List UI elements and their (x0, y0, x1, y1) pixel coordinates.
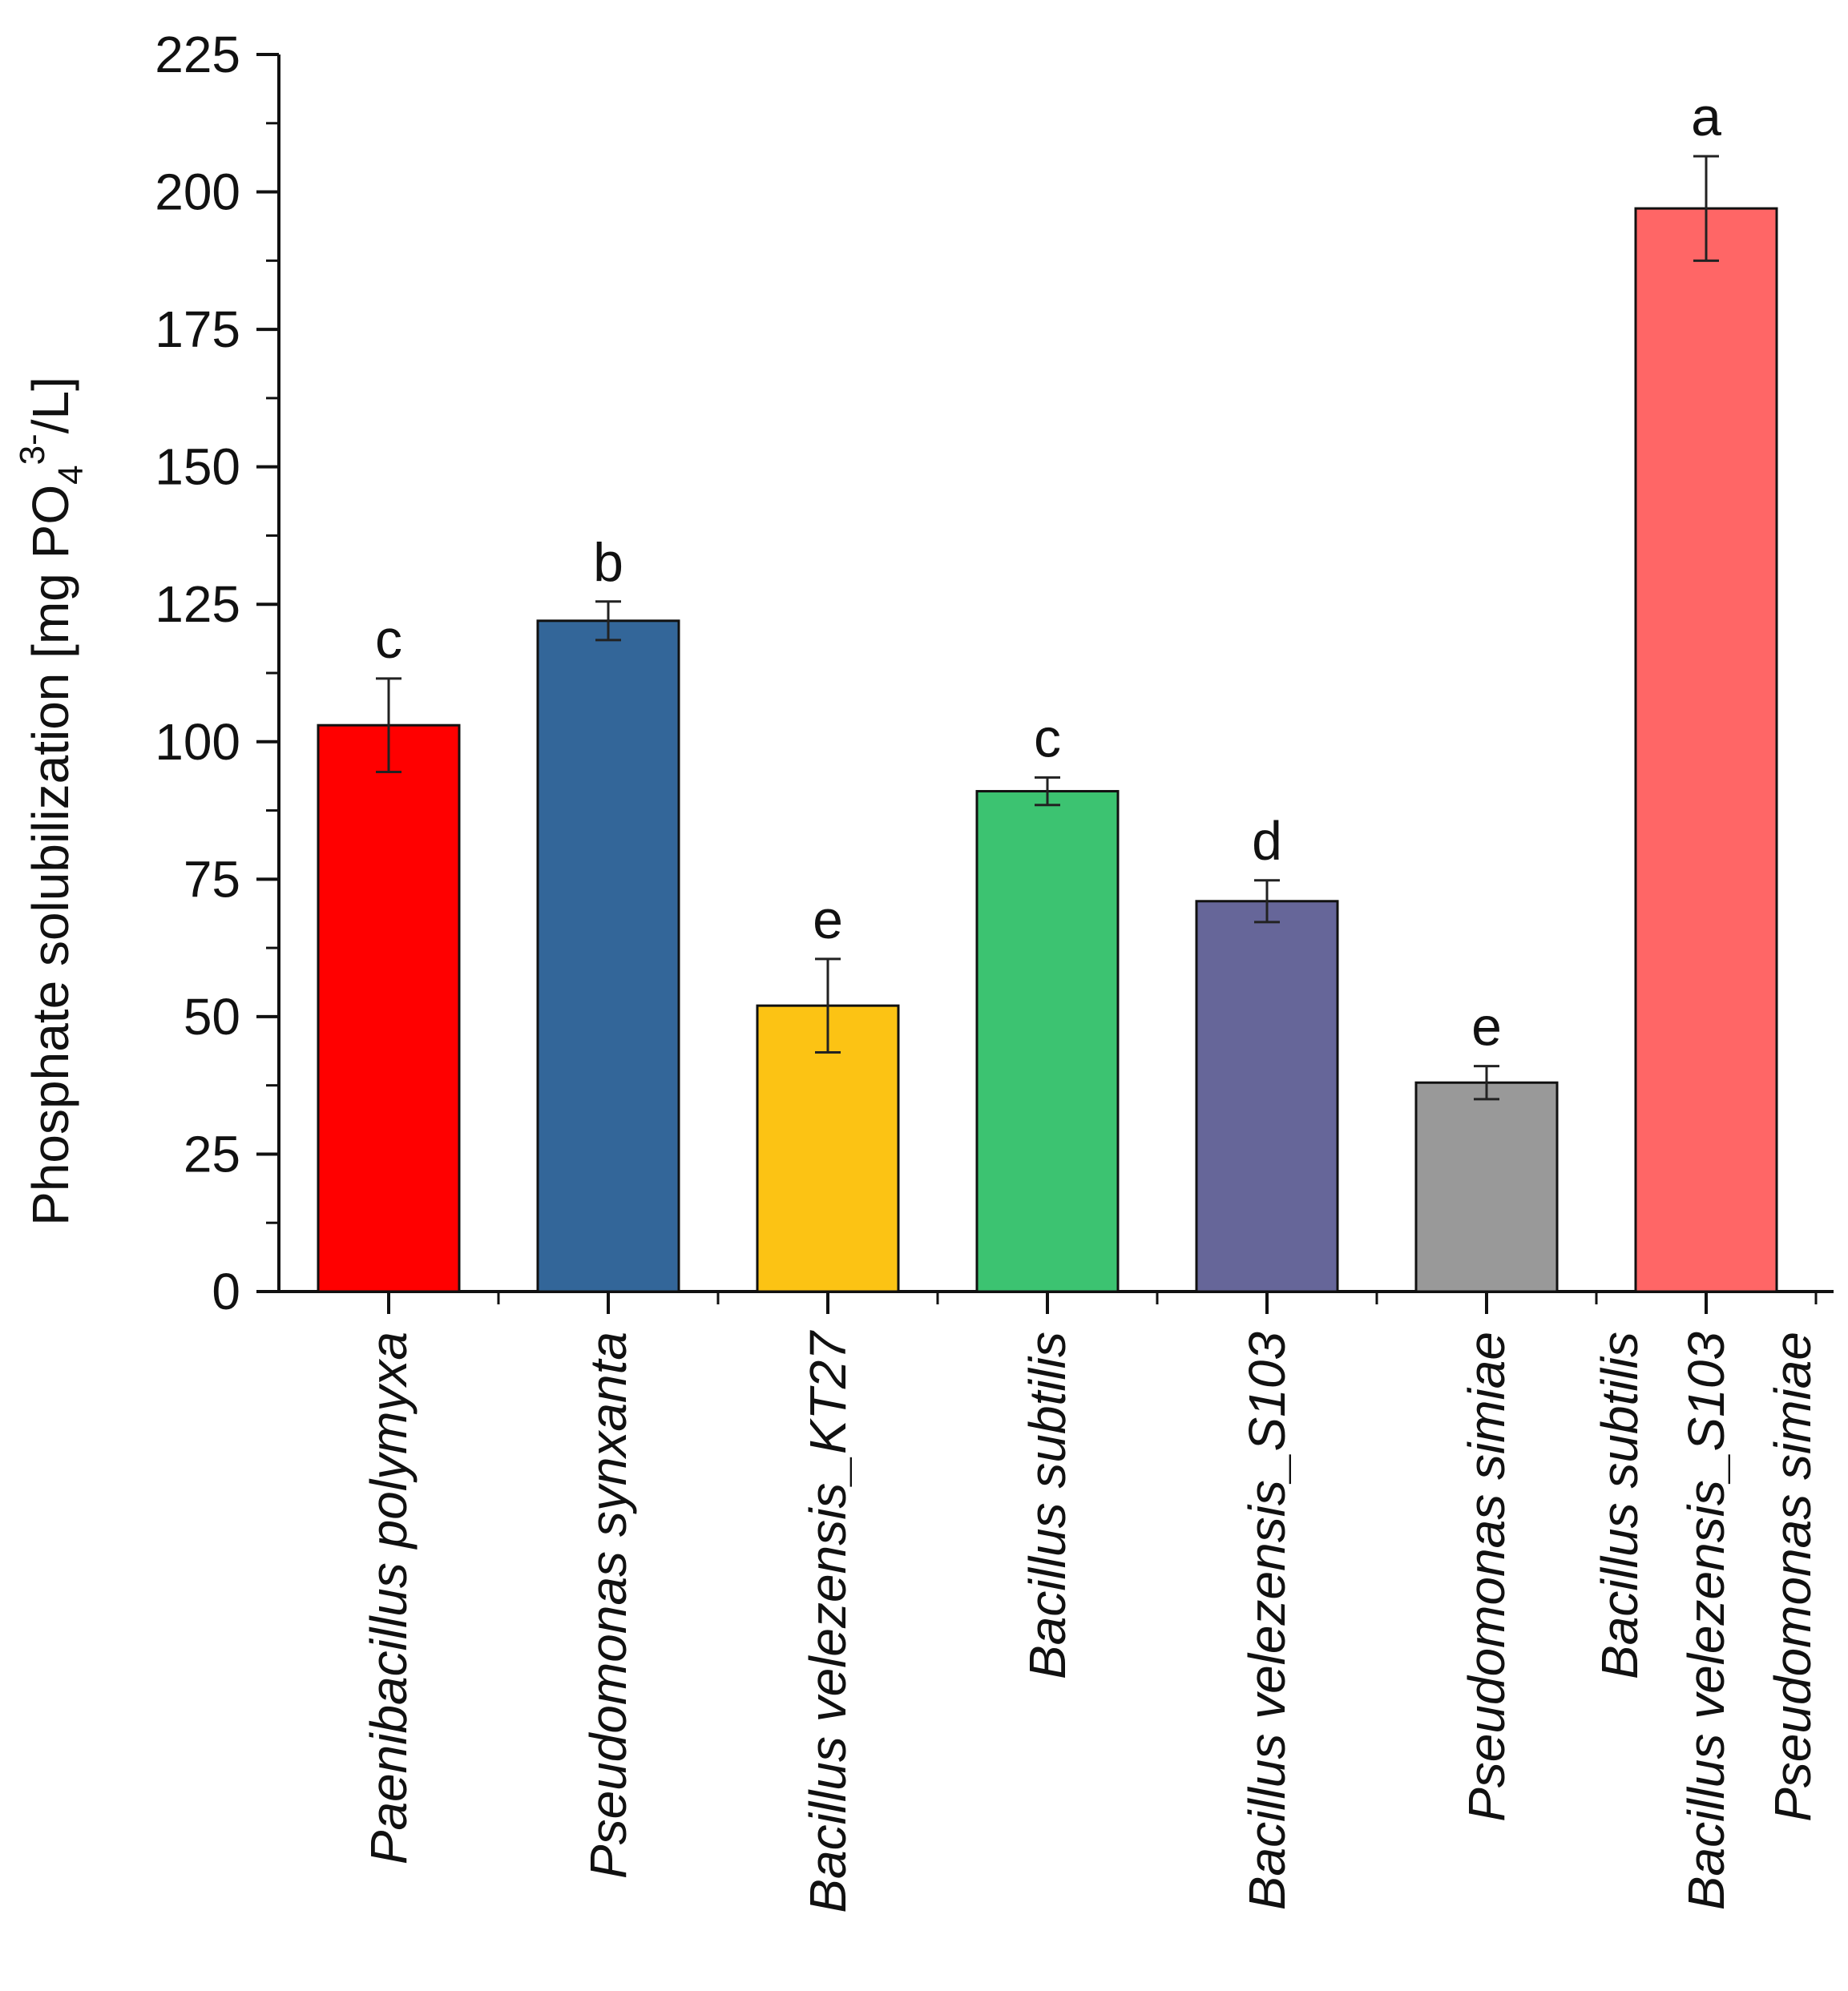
y-axis-title: Phosphate solubilization [mg PO43-/L] (13, 377, 91, 1226)
significance-label: e (1471, 997, 1502, 1058)
x-axis (279, 1290, 1834, 1314)
y-title-main: Phosphate solubilization [mg PO (22, 485, 79, 1226)
y-title-suffix: /L] (22, 377, 79, 433)
y-title-superscript: 3- (13, 433, 52, 465)
category-label: Pseudomonas simiae (1458, 1332, 1515, 1822)
bars: c b e c d e a (317, 87, 1778, 1293)
bar (1414, 1081, 1559, 1293)
significance-label: c (1034, 707, 1061, 768)
significance-label: a (1691, 87, 1721, 147)
category-label: Bacillus velezensis_S103 (1238, 1332, 1296, 1911)
y-tick-label: 75 (184, 850, 240, 908)
y-tick-label: 25 (184, 1125, 240, 1183)
y-tick-label: 225 (155, 26, 240, 83)
significance-label: e (813, 889, 843, 950)
category-label: Pseudomonas synxanta (579, 1332, 637, 1879)
category-label: Pseudomonas simiae (1764, 1332, 1822, 1822)
significance-label: b (593, 532, 623, 593)
y-tick-label: 125 (155, 575, 240, 633)
bar (536, 619, 680, 1293)
category-labels: Paenibacillus polymyxa Pseudomonas synxan… (360, 1330, 1822, 1913)
category-label: Bacillus subtilis (1019, 1332, 1076, 1679)
y-axis: 0 25 50 75 100 125 150 175 200 225 (155, 26, 280, 1320)
bar (1195, 900, 1339, 1293)
y-tick-label: 200 (155, 163, 240, 221)
category-label: Bacillus velezensis_KT27 (799, 1330, 857, 1913)
significance-label: d (1252, 811, 1282, 872)
bar (1634, 207, 1778, 1293)
bar (317, 723, 461, 1293)
y-title-subscript: 4 (51, 465, 91, 484)
y-tick-label: 50 (184, 988, 240, 1046)
category-label: Paenibacillus polymyxa (360, 1332, 418, 1864)
category-label: Bacillus subtilis (1591, 1332, 1648, 1679)
y-tick-label: 0 (212, 1263, 240, 1320)
y-tick-label: 100 (155, 713, 240, 771)
significance-label: c (375, 609, 402, 670)
bar (975, 790, 1120, 1293)
y-tick-label: 150 (155, 438, 240, 496)
category-label: Bacillus velezensis_S103 (1677, 1332, 1735, 1911)
y-tick-label: 175 (155, 300, 240, 358)
